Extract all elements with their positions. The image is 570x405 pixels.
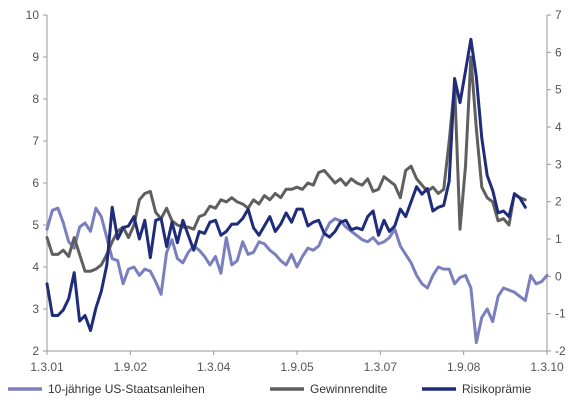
x-tick-label: 1.9.08 bbox=[447, 360, 481, 374]
left-tick-label: 8 bbox=[32, 92, 39, 106]
series-lines bbox=[45, 37, 549, 345]
x-tick-label: 1.9.05 bbox=[280, 360, 314, 374]
x-tick-label: 1.3.01 bbox=[30, 360, 64, 374]
x-tick-label: 1.3.04 bbox=[197, 360, 231, 374]
right-tick-label: 4 bbox=[555, 120, 562, 134]
left-axis-ticks: 2 3 4 5 6 7 8 9 10 bbox=[26, 8, 47, 358]
x-axis-ticks: 1.3.01 1.9.02 1.3.04 1.9.05 1.3.07 1.9.08 1.3.… bbox=[30, 351, 564, 374]
right-tick-label: 1 bbox=[555, 232, 562, 246]
us-treasury-10y-line bbox=[45, 206, 549, 345]
left-tick-label: 4 bbox=[32, 260, 39, 274]
earnings-yield-line bbox=[45, 55, 527, 273]
legend-label: Gewinnrendite bbox=[310, 382, 388, 396]
left-tick-label: 2 bbox=[32, 344, 39, 358]
left-tick-label: 3 bbox=[32, 302, 39, 316]
left-tick-label: 9 bbox=[32, 50, 39, 64]
right-tick-label: 0 bbox=[555, 269, 562, 283]
legend-label: 10-jährige US-Staatsanleihen bbox=[48, 382, 205, 396]
left-tick-label: 10 bbox=[26, 8, 40, 22]
x-tick-label: 1.3.10 bbox=[530, 360, 564, 374]
risk-premium-line bbox=[45, 37, 527, 332]
legend: 10-jährige US-Staatsanleihen Gewinnrendit… bbox=[8, 382, 532, 396]
x-tick-label: 1.3.07 bbox=[364, 360, 398, 374]
right-tick-label: 6 bbox=[555, 45, 562, 59]
legend-label: Risikoprämie bbox=[462, 382, 532, 396]
right-axis-ticks: -2 -1 0 1 2 3 4 5 6 7 bbox=[547, 8, 566, 358]
right-tick-label: 5 bbox=[555, 83, 562, 97]
right-tick-label: 2 bbox=[555, 195, 562, 209]
left-tick-label: 7 bbox=[32, 134, 39, 148]
x-tick-label: 1.9.02 bbox=[114, 360, 148, 374]
left-tick-label: 6 bbox=[32, 176, 39, 190]
right-tick-label: -1 bbox=[555, 307, 566, 321]
right-tick-label: 3 bbox=[555, 157, 562, 171]
right-tick-label: -2 bbox=[555, 344, 566, 358]
right-tick-label: 7 bbox=[555, 8, 562, 22]
left-tick-label: 5 bbox=[32, 218, 39, 232]
